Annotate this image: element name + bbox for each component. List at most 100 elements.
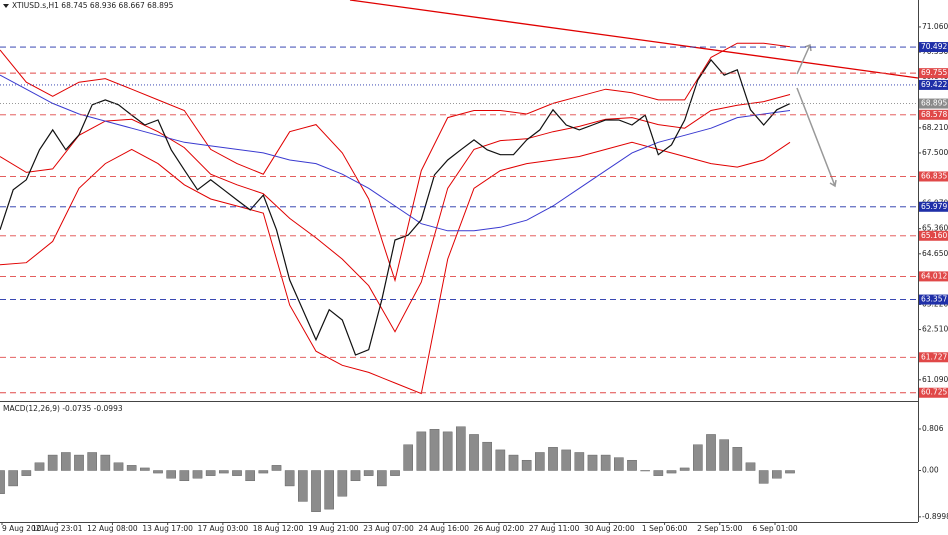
macd-bar [785,470,795,474]
y-tick-label: 61.090 [922,375,948,384]
level-label: 69.422 [921,80,947,89]
x-tick-label: 26 Aug 02:00 [474,524,525,533]
level-label-box [919,171,948,182]
level-label: 65.979 [921,202,947,211]
x-tick-label: 17 Aug 03:00 [198,524,249,533]
macd-bar [34,462,45,471]
macd-bar [377,470,387,487]
macd-bar [205,470,216,476]
macd-bar [495,449,506,471]
macd-bar [153,470,163,474]
level-label: 63.357 [921,295,947,304]
level-label-box [919,294,948,305]
level-label: 60.725 [921,388,947,397]
level-label: 68.578 [921,110,947,119]
x-tick-label: 24 Aug 16:00 [418,524,469,533]
x-tick-label: 27 Aug 11:00 [529,524,580,533]
macd-bar [666,470,677,474]
macd-bar [74,454,84,471]
macd-bar [337,470,348,497]
y-tick-label: 71.060 [922,22,948,31]
macd-bar [482,441,492,471]
macd-bar [284,470,295,487]
macd-bar [719,439,729,471]
macd-bar [245,470,255,482]
level-label-box [919,98,948,109]
macd-bar [442,431,453,471]
macd-bar [87,452,97,471]
level-label-box [919,230,948,241]
x-tick-label: 9 Aug 2021 [2,524,45,533]
level-label-box [919,68,948,79]
macd-bar [587,454,598,471]
macd-bar [535,452,545,471]
y-tick-label: -0.8998 [922,512,948,521]
macd-bar [219,470,229,474]
x-tick-label: 19 Aug 21:00 [308,524,359,533]
macd-bar [600,454,611,471]
macd-bar [693,444,703,471]
level-label-box [919,109,948,120]
level-label: 66.835 [921,171,947,180]
x-tick-label: 12 Aug 08:00 [87,524,138,533]
level-label: 65.160 [921,231,947,240]
level-label-box [919,79,948,90]
macd-bar [758,470,769,484]
macd-bar [416,431,427,471]
macd-bar [469,434,479,471]
macd-bar [47,454,58,471]
level-label-box [919,352,948,363]
macd-bar [0,470,5,494]
x-tick-label: 13 Aug 17:00 [142,524,193,533]
macd-bar [113,462,124,471]
macd-bar [21,470,32,476]
macd-bar [521,459,532,471]
trend-line [349,0,919,79]
price-line [0,94,791,333]
level-label-box [919,271,948,282]
macd-bar [508,454,519,471]
macd-bar [271,465,282,471]
macd-bar [192,470,203,479]
macd-bar [574,452,585,471]
chart-header: XTIUSD.s,H1 68.745 68.936 68.667 68.895 [12,1,174,10]
x-tick-label: 23 Aug 07:00 [363,524,414,533]
macd-bar [745,462,756,471]
y-tick-label: 62.510 [922,325,948,334]
x-tick-label: 30 Aug 20:00 [584,524,635,533]
y-tick-label: 0.00 [922,466,939,475]
level-label-box [919,387,948,398]
macd-bar [61,452,71,471]
macd-bar [258,470,269,474]
macd-bar [298,470,308,502]
x-tick-label: 18 Aug 12:00 [253,524,304,533]
macd-bar [140,467,150,471]
macd-bar [640,470,650,472]
macd-bar [232,470,242,476]
macd-bar [548,447,558,471]
macd-bar [179,470,190,482]
macd-bar [561,449,571,471]
macd-bar [363,470,374,476]
macd-bar [166,470,176,479]
x-tick-label: 1 Sep 06:00 [642,524,688,533]
y-tick-label: 68.210 [922,123,948,132]
arrow-up [796,43,812,75]
x-tick-label: 2 Sep 15:00 [697,524,743,533]
x-tick-label: 6 Sep 01:00 [752,524,798,533]
level-label-box [919,201,948,212]
level-label-box [919,42,948,53]
macd-header: MACD(12,26,9) -0.0735 -0.0993 [3,404,123,413]
macd-bar [614,457,624,471]
y-tick-label: 67.500 [922,148,948,157]
macd-bar [706,434,716,471]
macd-bar [456,426,466,471]
macd-bar [324,470,334,510]
macd-bar [679,467,690,471]
macd-bar [126,465,137,471]
macd-bar [311,470,321,512]
price-line [0,141,791,395]
macd-bar [100,454,111,471]
x-tick-label: 10 Aug 23:01 [32,524,83,533]
level-label: 61.727 [921,352,947,361]
